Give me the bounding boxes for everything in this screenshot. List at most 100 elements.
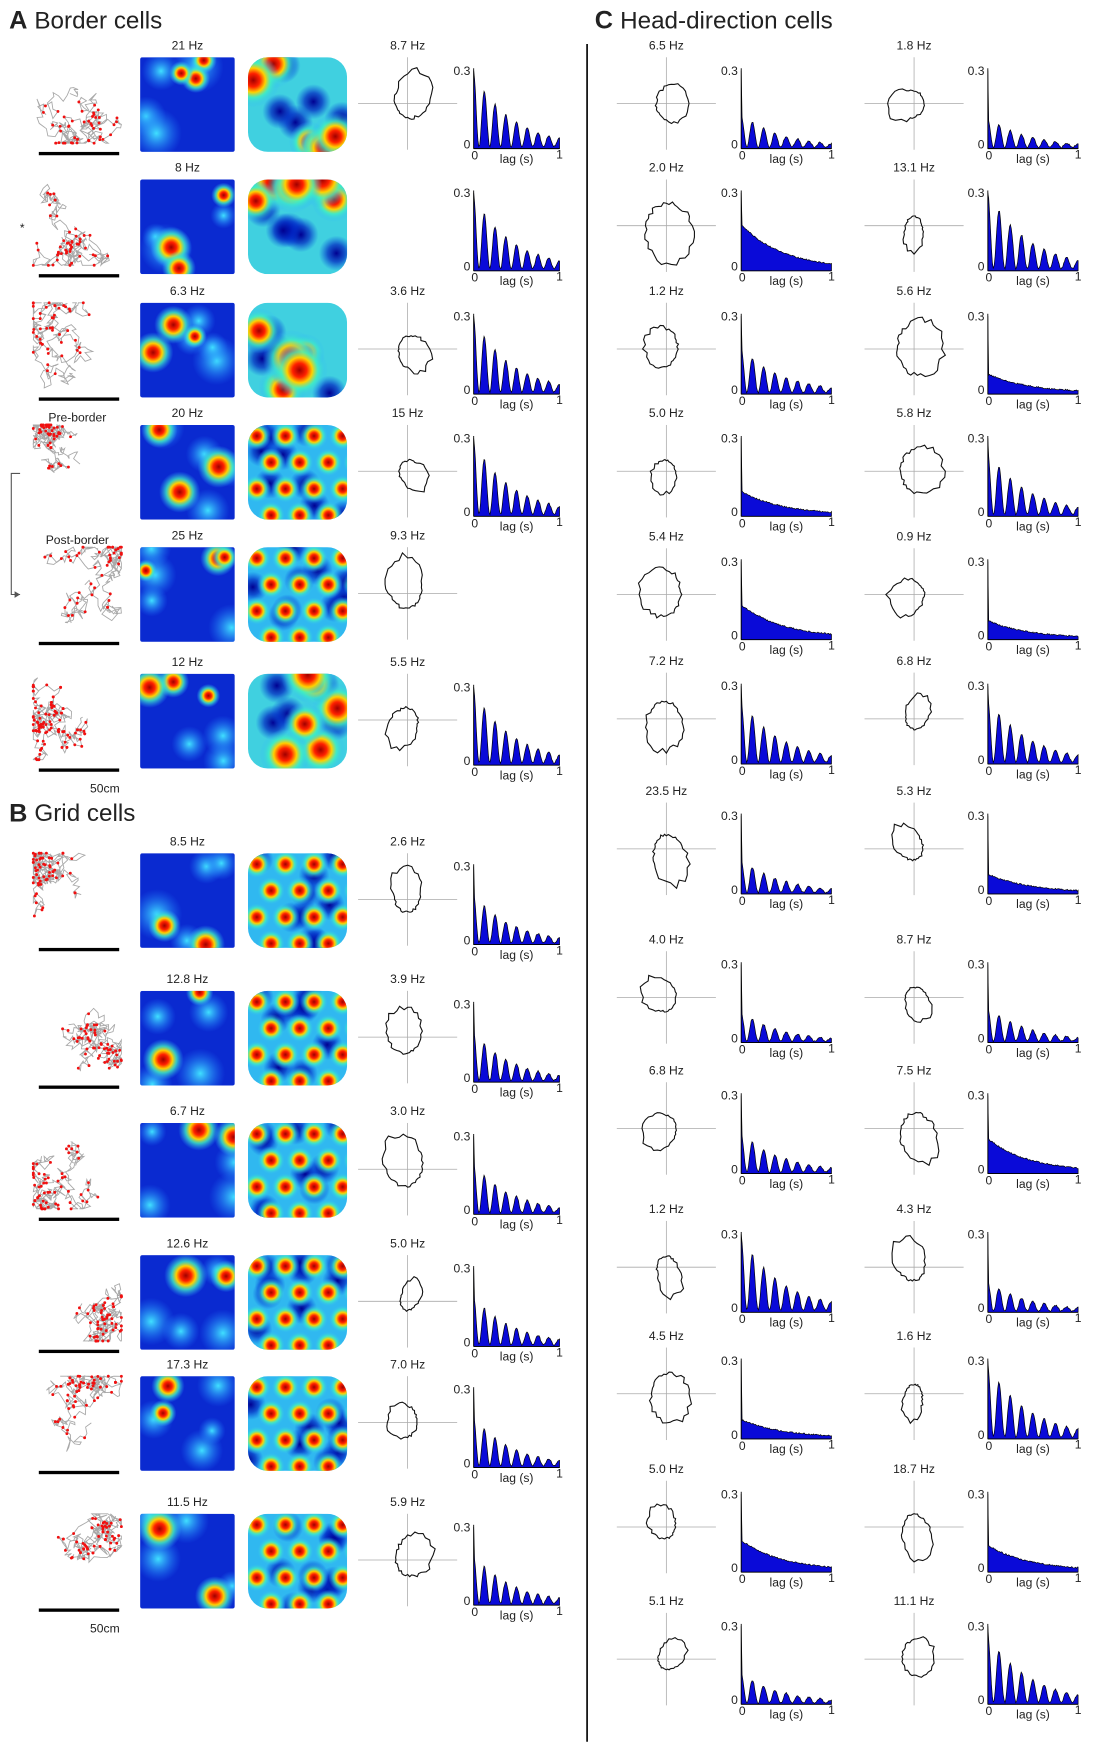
- x-tick-label: 1: [1075, 1571, 1082, 1585]
- x-axis-title: lag (s): [1016, 520, 1050, 534]
- autocorr-peak: [300, 1373, 329, 1402]
- spike: [109, 559, 112, 562]
- spike: [48, 426, 51, 429]
- autocorrelogram: [988, 561, 1078, 639]
- spike: [103, 1047, 106, 1050]
- hd-tuning-curve: [653, 834, 690, 888]
- scale-bar: [39, 768, 119, 771]
- autocorrelogram: [474, 866, 560, 944]
- y-tick-label: 0.3: [968, 958, 985, 972]
- y-tick-label: 0: [464, 1456, 471, 1470]
- spike: [117, 547, 120, 550]
- spike: [108, 1067, 111, 1070]
- spike: [78, 255, 81, 258]
- y-tick-label: 0.3: [454, 997, 471, 1011]
- hd-tuning-curve: [642, 1113, 676, 1151]
- autocorr-peak: [328, 1373, 357, 1402]
- autocorr-low: [319, 236, 354, 271]
- spike: [88, 1040, 91, 1043]
- spike: [33, 1184, 36, 1187]
- spike: [40, 723, 43, 726]
- rate-map-blob: [199, 1309, 246, 1356]
- spike: [92, 1047, 95, 1050]
- spike: [72, 1406, 75, 1409]
- x-tick-label: 1: [556, 515, 563, 529]
- hd-rate-label: 1.8 Hz: [897, 38, 932, 52]
- spike: [66, 1394, 69, 1397]
- scale-label: 50cm: [90, 782, 120, 796]
- x-tick-label: 0: [986, 640, 993, 654]
- autocorr-peak: [257, 1067, 286, 1096]
- y-tick-label: 0: [978, 1693, 985, 1707]
- rate-label: 25 Hz: [172, 528, 204, 542]
- autocorrelogram: [988, 438, 1078, 516]
- spike: [36, 739, 39, 742]
- autocorr-peak: [314, 1199, 343, 1228]
- x-axis-title: lag (s): [770, 1707, 804, 1721]
- spike: [68, 736, 71, 739]
- spike: [37, 711, 40, 714]
- spike: [103, 1521, 106, 1524]
- rate-map-blob: [203, 741, 243, 781]
- spike: [64, 1175, 67, 1178]
- spike: [109, 592, 112, 595]
- spike: [35, 859, 38, 862]
- spike: [70, 262, 73, 265]
- x-tick-label: 0: [986, 1312, 993, 1326]
- spike: [40, 1185, 43, 1188]
- spike: [80, 1027, 83, 1030]
- spike: [56, 259, 59, 262]
- autocorr-peak: [343, 1067, 372, 1096]
- spike: [113, 1538, 116, 1541]
- spike: [32, 723, 35, 726]
- hd-tuning-curve: [902, 1637, 934, 1678]
- autocorrelogram: [741, 316, 831, 394]
- spike: [51, 870, 54, 873]
- hd-tuning-curve: [385, 707, 418, 751]
- autocorr-peak: [271, 342, 327, 398]
- spike: [80, 745, 83, 748]
- spike: [71, 120, 74, 123]
- spike: [32, 305, 35, 308]
- y-tick-label: 0: [464, 1335, 471, 1349]
- spike: [83, 234, 86, 237]
- autocorr-peak: [285, 876, 314, 905]
- spike: [32, 1162, 35, 1165]
- hd-rate-label: 6.5 Hz: [649, 38, 684, 52]
- spike: [39, 317, 42, 320]
- autocorr-peak: [242, 422, 271, 451]
- y-tick-label: 0: [464, 138, 471, 152]
- spike: [96, 1327, 99, 1330]
- rate-map-peak: [169, 61, 193, 85]
- x-tick-label: 0: [739, 1439, 746, 1453]
- condition-label: Pre-border: [48, 411, 106, 425]
- spike: [49, 446, 52, 449]
- hd-rate-label: 3.6 Hz: [390, 284, 425, 298]
- x-tick-label: 0: [471, 1346, 478, 1360]
- spike: [83, 730, 86, 733]
- autocorrelogram: [741, 816, 831, 894]
- rate-map-peak: [212, 545, 237, 570]
- x-axis-title: lag (s): [770, 1575, 804, 1589]
- x-tick-label: 1: [556, 1081, 563, 1095]
- spike: [74, 339, 77, 342]
- spike: [57, 462, 60, 465]
- spike: [32, 264, 35, 267]
- spike: [67, 466, 70, 469]
- spike: [111, 1535, 114, 1538]
- spike: [77, 101, 80, 104]
- spike: [32, 1172, 35, 1175]
- rate-map-peak: [214, 1118, 253, 1157]
- spike: [54, 142, 57, 145]
- spike: [32, 852, 35, 855]
- spike: [85, 1404, 88, 1407]
- spike: [100, 1309, 103, 1312]
- autocorr-peak: [300, 1173, 329, 1202]
- spike: [79, 238, 82, 241]
- autocorr-peak: [271, 1173, 300, 1202]
- rate-map-peak: [159, 471, 200, 512]
- hd-rate-label: 4.0 Hz: [649, 932, 684, 946]
- spike: [52, 264, 55, 267]
- spike: [49, 441, 52, 444]
- spike: [47, 432, 50, 435]
